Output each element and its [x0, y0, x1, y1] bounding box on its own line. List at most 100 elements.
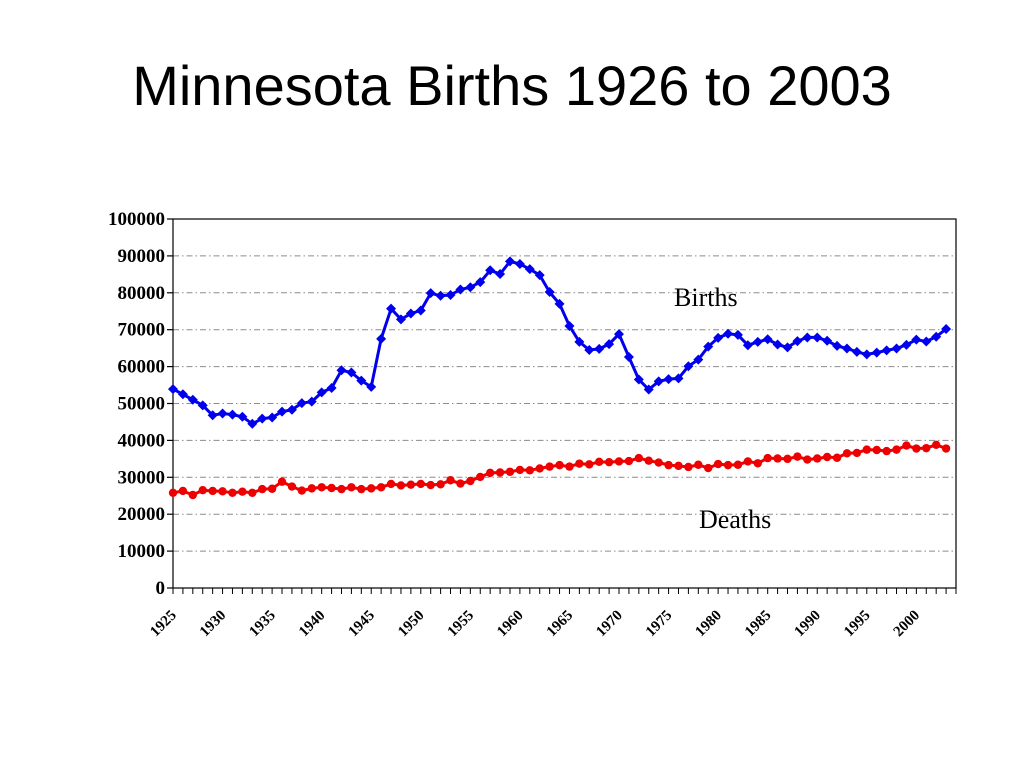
- deaths-point: [674, 461, 683, 471]
- x-tick-label: 1925: [147, 608, 180, 641]
- deaths-point: [277, 477, 287, 486]
- births-point: [703, 341, 714, 352]
- births-point: [356, 375, 367, 386]
- y-tick-label: 100000: [108, 209, 165, 230]
- births-point: [217, 408, 228, 419]
- births-point: [921, 336, 932, 347]
- births-point: [871, 347, 882, 358]
- deaths-point: [208, 486, 217, 496]
- deaths-point: [704, 463, 713, 473]
- x-tick-label: 1970: [593, 608, 626, 641]
- births-point: [614, 329, 625, 340]
- births-point: [653, 376, 664, 387]
- deaths-point: [426, 480, 435, 490]
- births-point: [891, 343, 902, 354]
- deaths-point: [238, 487, 247, 496]
- births-point: [514, 259, 525, 270]
- deaths-point: [773, 454, 782, 463]
- births-point: [584, 344, 595, 355]
- y-tick-label: 60000: [118, 357, 166, 378]
- births-point: [267, 412, 278, 423]
- births-point: [772, 339, 783, 350]
- deaths-point: [822, 452, 832, 462]
- births-point: [941, 323, 952, 334]
- x-tick-label: 1955: [445, 608, 478, 641]
- deaths-point: [783, 454, 792, 464]
- x-tick-label: 1930: [197, 608, 230, 641]
- births-point: [861, 349, 872, 360]
- deaths-point: [743, 457, 753, 466]
- deaths-point: [604, 457, 614, 467]
- births-point: [197, 400, 208, 411]
- deaths-point: [763, 453, 772, 463]
- x-tick-label: 1935: [246, 608, 279, 641]
- deaths-point: [178, 486, 188, 496]
- births-point: [623, 352, 634, 363]
- deaths-point: [466, 476, 475, 486]
- deaths-point: [287, 482, 297, 491]
- deaths-point: [416, 479, 425, 489]
- deaths-point: [515, 465, 525, 475]
- x-tick-label: 1965: [544, 608, 577, 641]
- deaths-point: [922, 443, 931, 453]
- y-tick-label: 90000: [118, 246, 166, 267]
- deaths-point: [852, 448, 862, 458]
- x-axis: 1925 1930 1935 1940 1945 1950 1955 1960 1965 1970…: [147, 588, 957, 641]
- births-point: [227, 409, 238, 420]
- births-point: [822, 335, 833, 346]
- deaths-point: [357, 484, 366, 494]
- y-tick-label: 30000: [118, 467, 166, 488]
- deaths-point: [713, 459, 723, 469]
- y-tick-label: 10000: [118, 541, 166, 562]
- deaths-point: [832, 453, 842, 462]
- births-point: [465, 282, 476, 293]
- births-point: [683, 361, 694, 372]
- births-point: [524, 264, 535, 275]
- y-tick-label: 80000: [118, 283, 166, 304]
- births-point: [336, 365, 347, 376]
- deaths-point: [793, 452, 802, 461]
- deaths-point: [406, 480, 416, 489]
- deaths-point: [456, 479, 465, 488]
- births-point: [395, 314, 406, 325]
- births-point: [237, 411, 248, 422]
- x-tick-label: 1975: [643, 608, 676, 641]
- births-point: [187, 394, 198, 405]
- births-point: [564, 321, 575, 332]
- births-point: [277, 406, 288, 417]
- slide-title: Minnesota Births 1926 to 2003: [132, 54, 892, 117]
- births-point: [752, 336, 763, 347]
- births-point: [574, 336, 585, 347]
- deaths-point: [267, 484, 277, 493]
- births-point: [306, 396, 317, 407]
- births-point: [713, 332, 724, 343]
- births-point: [386, 303, 397, 314]
- births-point: [554, 298, 565, 309]
- births-point: [485, 265, 496, 276]
- births-point: [693, 354, 704, 365]
- deaths-point: [733, 460, 743, 469]
- deaths-point: [614, 457, 624, 466]
- x-tick-label: 1980: [692, 608, 725, 641]
- deaths-point: [485, 468, 495, 478]
- deaths-point: [188, 490, 198, 500]
- deaths-point: [327, 483, 336, 493]
- births-point: [445, 290, 456, 301]
- births-point: [168, 384, 178, 395]
- deaths-point: [555, 460, 564, 470]
- deaths-point: [753, 459, 762, 468]
- deaths-point: [436, 480, 445, 489]
- births-point: [495, 268, 506, 279]
- deaths-point: [842, 449, 852, 458]
- births-point: [475, 277, 486, 288]
- births-point: [405, 308, 416, 319]
- series: [168, 256, 952, 500]
- deaths-point: [892, 445, 901, 454]
- deaths-point: [376, 483, 386, 492]
- births-point: [802, 332, 813, 343]
- births-point: [376, 333, 387, 344]
- deaths-point: [535, 464, 544, 473]
- deaths-point: [317, 483, 326, 492]
- y-axis: 0 10000 20000 30000 40000 50000 60000 70000 8000…: [108, 209, 173, 599]
